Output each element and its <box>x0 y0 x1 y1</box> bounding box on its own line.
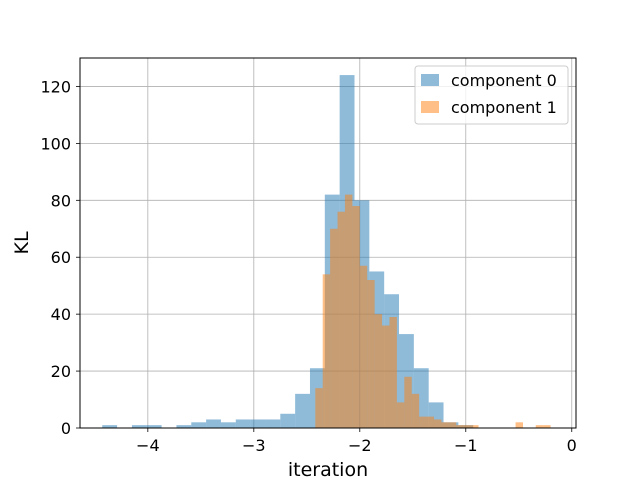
bar-component-0 <box>176 425 192 428</box>
bar-component-1 <box>382 325 390 428</box>
bar-component-1 <box>448 422 457 428</box>
bar-component-0 <box>191 422 207 428</box>
histogram-bars <box>102 75 551 429</box>
bar-component-0 <box>131 425 147 428</box>
bar-component-1 <box>396 402 405 428</box>
y-tick-label: 20 <box>51 362 71 381</box>
legend-box <box>414 65 569 125</box>
y-tick-label: 0 <box>61 419 71 438</box>
bar-component-0 <box>220 422 236 428</box>
legend: component 0 component 1 <box>414 65 569 125</box>
bar-component-1 <box>322 274 331 428</box>
legend-label-component-0: component 0 <box>451 71 557 90</box>
x-tick-label: −3 <box>242 436 266 455</box>
bar-component-1 <box>337 211 345 428</box>
y-tick-label: 80 <box>51 191 71 210</box>
bar-component-1 <box>471 425 479 428</box>
bar-component-0 <box>250 419 266 428</box>
x-axis-label: iteration <box>288 459 368 480</box>
y-tick-label: 40 <box>51 305 71 324</box>
legend-swatch-component-1 <box>421 101 439 113</box>
x-tick-label: 0 <box>567 436 577 455</box>
bar-component-0 <box>295 393 310 428</box>
bar-component-1 <box>419 416 427 428</box>
bar-component-1 <box>515 422 524 428</box>
bar-component-0 <box>280 413 296 428</box>
bar-component-1 <box>426 416 434 428</box>
bar-component-1 <box>330 228 338 428</box>
bar-component-1 <box>404 376 412 428</box>
x-tick-label: −4 <box>136 436 160 455</box>
y-tick-label: 100 <box>40 134 71 153</box>
axis-ticks: −4 −3 −2 −1 0 0 20 40 60 80 100 120 <box>40 77 576 455</box>
plot-frame <box>79 57 577 429</box>
bar-component-1 <box>367 280 375 428</box>
bar-component-1 <box>433 419 442 428</box>
bar-component-0 <box>265 419 281 428</box>
bar-component-1 <box>543 425 551 428</box>
bar-component-1 <box>389 317 397 428</box>
y-axis-label: KL <box>11 231 33 254</box>
y-tick-label: 60 <box>51 248 71 267</box>
bar-component-1 <box>344 194 353 428</box>
bar-component-1 <box>315 388 323 428</box>
bar-component-1 <box>359 265 368 428</box>
bar-component-1 <box>456 425 464 428</box>
x-tick-label: −2 <box>348 436 372 455</box>
legend-label-component-1: component 1 <box>451 98 557 117</box>
bar-component-1 <box>352 206 360 428</box>
bar-component-1 <box>411 393 420 428</box>
bar-component-0 <box>235 419 251 428</box>
bar-component-0 <box>206 419 221 428</box>
bar-component-0 <box>146 425 162 428</box>
legend-swatch-component-0 <box>421 74 439 86</box>
bar-component-1 <box>374 314 383 428</box>
bar-component-1 <box>535 425 544 428</box>
bar-component-0 <box>102 425 118 428</box>
x-tick-label: −1 <box>454 436 478 455</box>
y-tick-label: 120 <box>40 77 71 96</box>
bar-component-1 <box>463 425 472 428</box>
bar-component-1 <box>441 422 449 428</box>
